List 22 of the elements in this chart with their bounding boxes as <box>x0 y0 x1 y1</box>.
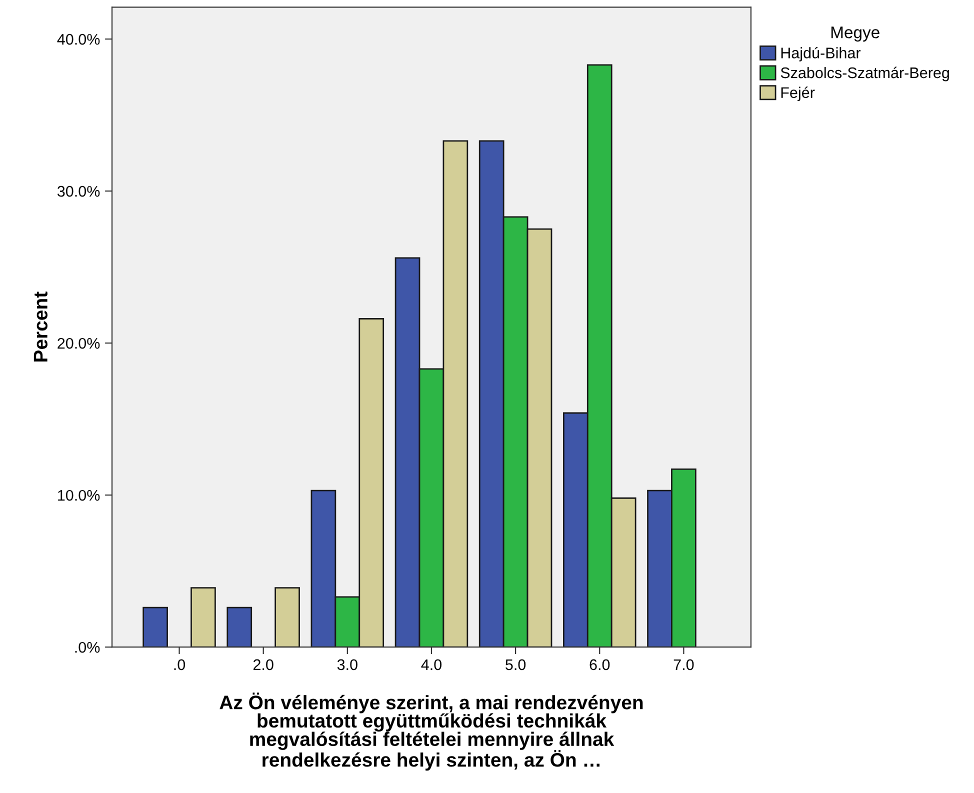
legend-label: Hajdú-Bihar <box>781 46 861 62</box>
x-tick-label: 5.0 <box>506 659 526 670</box>
y-axis-title: Percent <box>34 292 48 362</box>
y-tick-label: 30.0% <box>57 186 100 197</box>
bar <box>226 606 252 648</box>
bar <box>274 587 300 648</box>
legend-label: Fejér <box>781 86 815 102</box>
y-tick-label: 40.0% <box>57 34 100 45</box>
x-tick-label: 2.0 <box>253 659 274 670</box>
legend-title: Megye <box>831 26 880 42</box>
bar <box>190 587 216 648</box>
legend-label: Szabolcs-Szatmár-Bereg <box>780 66 949 82</box>
x-tick-label: 3.0 <box>337 659 358 670</box>
y-tick-label: 20.0% <box>58 338 100 349</box>
x-tick-label: 4.0 <box>421 659 442 670</box>
x-tick-label: .0 <box>174 659 186 670</box>
y-tick-label: 10.0% <box>58 490 100 501</box>
y-tick-label: .0% <box>75 642 100 653</box>
x-tick-label: 7.0 <box>674 659 694 670</box>
x-axis-title: Az Ön véleménye szerint, a mai rendezvényen bemutatott együttműködési technikák megvalósítási feltételei mennyire állnak rendelkezésre helyi szinten, az Ön … <box>220 692 643 771</box>
bar <box>142 606 168 648</box>
x-tick-label: 6.0 <box>590 659 610 670</box>
